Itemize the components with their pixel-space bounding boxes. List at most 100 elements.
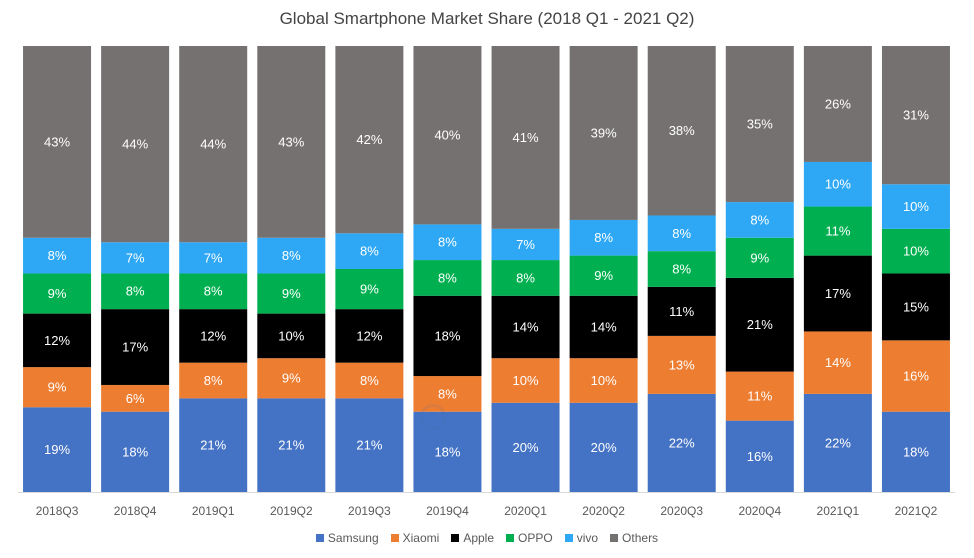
data-label-samsung-2019Q3: 21% [356, 438, 382, 453]
data-label-oppo-2021Q2: 10% [903, 244, 929, 259]
legend-swatch [315, 534, 324, 542]
bar-others-2021Q1 [803, 46, 872, 162]
bar-vivo-2019Q2 [257, 237, 326, 274]
data-label-oppo-2018Q4: 8% [126, 284, 145, 299]
x-tick-label: 2020Q3 [660, 504, 703, 518]
bar-others-2020Q2 [569, 46, 638, 220]
data-label-samsung-2020Q3: 22% [669, 435, 695, 450]
bar-others-2019Q4 [413, 46, 482, 225]
bar-samsung-2020Q4 [725, 420, 794, 492]
legend-label: OPPO [518, 531, 553, 545]
bar-oppo-2018Q4 [101, 273, 170, 310]
data-label-others-2018Q3: 43% [44, 134, 70, 149]
data-label-oppo-2020Q4: 9% [750, 250, 769, 265]
bar-xiaomi-2018Q3 [23, 367, 92, 408]
x-tick-label: 2019Q4 [426, 504, 469, 518]
bar-vivo-2019Q3 [335, 233, 404, 269]
legend-label: Others [622, 531, 659, 545]
data-label-samsung-2019Q1: 21% [200, 438, 226, 453]
legend-swatch [610, 534, 619, 542]
data-label-oppo-2020Q2: 9% [594, 268, 613, 283]
data-label-xiaomi-2019Q3: 8% [360, 373, 379, 388]
data-label-others-2019Q1: 44% [200, 137, 226, 152]
legend-label: vivo [576, 531, 599, 545]
data-label-oppo-2020Q1: 8% [516, 270, 535, 285]
bar-apple-2019Q3 [335, 309, 404, 363]
data-label-vivo-2020Q3: 8% [672, 226, 691, 241]
bar-xiaomi-2018Q4 [101, 384, 170, 412]
data-label-apple-2019Q2: 10% [278, 328, 304, 343]
bar-oppo-2019Q2 [257, 273, 326, 314]
bar-vivo-2021Q2 [881, 184, 950, 229]
bar-oppo-2021Q2 [881, 228, 950, 274]
data-label-others-2020Q4: 35% [747, 116, 773, 131]
bar-samsung-2018Q4 [101, 411, 170, 492]
data-label-vivo-2019Q4: 8% [438, 235, 457, 250]
legend-swatch [564, 534, 573, 542]
bar-vivo-2021Q1 [803, 161, 872, 207]
data-label-others-2021Q2: 31% [903, 108, 929, 123]
bar-xiaomi-2020Q4 [725, 371, 794, 421]
bar-apple-2018Q3 [23, 313, 92, 368]
x-tick-label: 2019Q1 [192, 504, 235, 518]
bar-apple-2019Q1 [179, 309, 248, 363]
bar-others-2020Q4 [725, 46, 794, 203]
chart-legend: Samsung Xiaomi Apple OPPO vivo Others [0, 531, 974, 545]
bar-apple-2021Q2 [881, 273, 950, 341]
x-tick-label: 2021Q1 [817, 504, 860, 518]
x-tick-label: 2020Q1 [504, 504, 547, 518]
data-label-others-2020Q3: 38% [669, 123, 695, 138]
data-label-samsung-2020Q4: 16% [747, 449, 773, 464]
bar-oppo-2019Q3 [335, 269, 404, 310]
data-label-samsung-2021Q1: 22% [825, 435, 851, 450]
x-tick-label: 2020Q2 [582, 504, 625, 518]
data-label-others-2020Q1: 41% [513, 130, 539, 145]
bar-samsung-2021Q1 [803, 393, 872, 492]
legend-swatch [451, 534, 460, 542]
bar-oppo-2020Q4 [725, 237, 794, 278]
data-label-apple-2019Q4: 18% [434, 328, 460, 343]
data-label-samsung-2020Q2: 20% [591, 440, 617, 455]
bar-apple-2020Q2 [569, 295, 638, 359]
data-label-others-2021Q1: 26% [825, 96, 851, 111]
data-label-xiaomi-2021Q1: 14% [825, 355, 851, 370]
bar-samsung-2020Q3 [647, 393, 716, 492]
bar-oppo-2018Q3 [23, 273, 92, 314]
data-label-vivo-2019Q1: 7% [204, 250, 223, 265]
bar-samsung-2019Q3 [335, 398, 404, 492]
bar-vivo-2020Q3 [647, 215, 716, 252]
legend-item-xiaomi: Xiaomi [390, 531, 439, 545]
bar-vivo-2019Q1 [179, 242, 248, 274]
bar-xiaomi-2019Q3 [335, 362, 404, 399]
data-label-vivo-2020Q4: 8% [750, 212, 769, 227]
data-label-vivo-2020Q1: 7% [516, 237, 535, 252]
data-label-apple-2021Q2: 15% [903, 299, 929, 314]
bar-vivo-2018Q4 [101, 242, 170, 274]
bar-samsung-2019Q2 [257, 398, 326, 492]
data-label-xiaomi-2019Q4: 8% [438, 386, 457, 401]
bar-others-2019Q1 [179, 46, 248, 243]
bar-vivo-2019Q4 [413, 224, 482, 261]
legend-swatch [506, 534, 515, 542]
bar-others-2020Q1 [491, 46, 560, 229]
bar-others-2020Q3 [647, 46, 716, 216]
data-label-samsung-2020Q1: 20% [513, 440, 539, 455]
watermark-logo [420, 398, 610, 436]
bar-vivo-2020Q2 [569, 219, 638, 256]
data-label-samsung-2021Q2: 18% [903, 444, 929, 459]
x-tick-label: 2018Q3 [36, 504, 79, 518]
legend-label: Samsung [327, 531, 379, 545]
data-label-oppo-2019Q2: 9% [282, 286, 301, 301]
legend-item-apple: Apple [451, 531, 494, 545]
bar-xiaomi-2021Q1 [803, 331, 872, 394]
data-label-xiaomi-2019Q1: 8% [204, 373, 223, 388]
bar-xiaomi-2020Q2 [569, 358, 638, 403]
bar-oppo-2019Q1 [179, 273, 248, 310]
bar-vivo-2020Q1 [491, 228, 560, 261]
bar-oppo-2020Q1 [491, 260, 560, 296]
x-tick-label: 2021Q2 [895, 504, 938, 518]
data-label-vivo-2018Q3: 8% [48, 248, 67, 263]
data-label-oppo-2019Q3: 9% [360, 282, 379, 297]
bar-apple-2020Q3 [647, 286, 716, 336]
